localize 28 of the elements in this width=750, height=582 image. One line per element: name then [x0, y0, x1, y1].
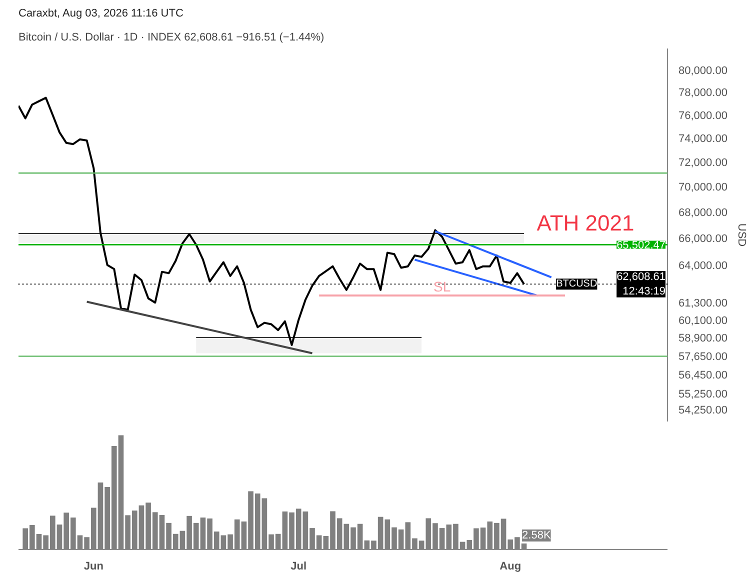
annotation: ATH 2021 — [536, 210, 634, 236]
y-axis-title: USD — [735, 223, 748, 247]
y-tick-label: 64,000.00 — [678, 260, 728, 272]
x-tick-label: Jun — [84, 560, 104, 572]
x-tick-label: Aug — [500, 560, 522, 572]
data-label: 2.58K — [522, 529, 552, 542]
y-tick-label: 76,000.00 — [678, 110, 728, 122]
y-tick-label: 61,300.00 — [678, 298, 728, 310]
y-tick-label: 57,650.00 — [678, 351, 728, 364]
y-tick-label: 74,000.00 — [678, 133, 728, 146]
chart-title: Bitcoin / U.S. Dollar · 1D · INDEX 62,608.61 −916.51 (−1.44%) — [18, 32, 324, 44]
x-tick-label: Jul — [290, 560, 307, 572]
y-tick-label: 58,900.00 — [678, 332, 728, 345]
y-tick-label: 56,450.00 — [678, 370, 728, 382]
y-tick-label: 80,000.00 — [678, 65, 728, 78]
y-tick-label: 66,000.00 — [678, 233, 728, 246]
ref-line-label: 65,502.47 — [616, 240, 666, 252]
y-tick-label: 68,000.00 — [678, 207, 728, 220]
y-tick-label: 60,100.00 — [678, 314, 728, 327]
series-label: SL — [433, 278, 451, 295]
ref-line-label: 62,608.61 12:43:19 — [616, 270, 666, 298]
text: Caraxbt, Aug 03, 2026 11:16 UTC — [18, 8, 184, 20]
annotation: BTCUSD — [556, 278, 598, 290]
y-tick-label: 55,250.00 — [678, 388, 728, 400]
y-tick-label: 70,000.00 — [678, 182, 728, 194]
y-tick-label: 78,000.00 — [678, 87, 728, 100]
y-tick-label: 54,250.00 — [678, 404, 728, 416]
y-tick-label: 72,000.00 — [678, 157, 728, 170]
